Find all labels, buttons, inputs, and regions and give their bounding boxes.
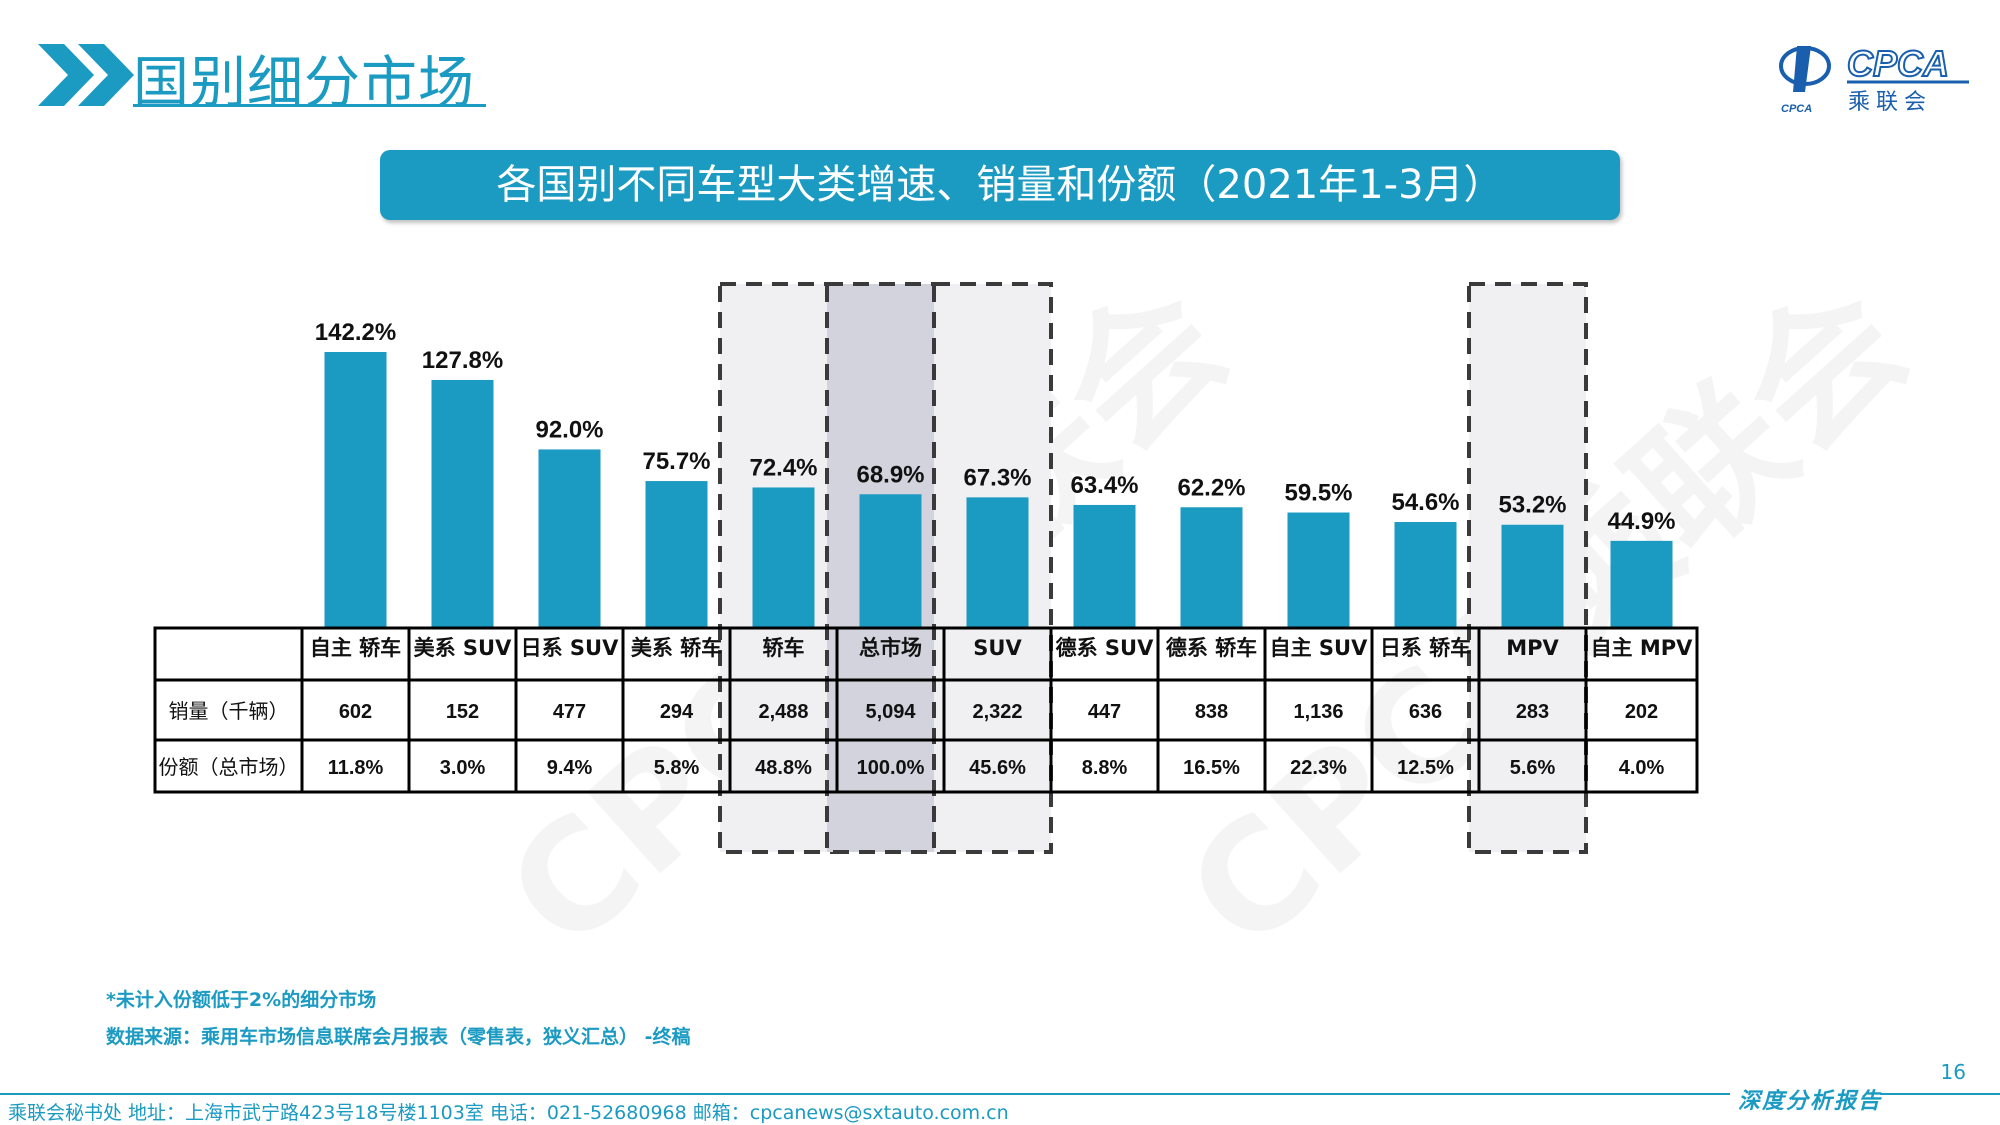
table-cell: 9.4%	[547, 757, 593, 779]
title-underline	[133, 104, 486, 107]
category-label: SUV	[973, 636, 1022, 660]
category-label: 德系 SUV	[1056, 636, 1154, 660]
category-label: 日系 SUV	[521, 636, 619, 660]
bar	[1501, 524, 1564, 628]
category-label: 总市场	[859, 636, 922, 660]
category-label: 美系 轿车	[631, 636, 722, 660]
table-cell: 4.0%	[1619, 757, 1665, 779]
table-cell: 447	[1088, 701, 1121, 723]
table-row-label: 份额（总市场）	[159, 755, 299, 779]
table-cell: 3.0%	[440, 757, 486, 779]
table-cell: 5,094	[865, 701, 916, 723]
cpca-logo: CPCA CPCA	[1779, 42, 1969, 115]
category-label: 美系 SUV	[414, 636, 512, 660]
category-label: 日系 轿车	[1380, 636, 1471, 660]
table-cell: 202	[1625, 701, 1658, 723]
bar-value-label: 53.2%	[1498, 492, 1566, 519]
table-cell: 477	[553, 701, 586, 723]
footer-divider	[0, 1093, 1730, 1095]
bar-value-label: 68.9%	[856, 461, 924, 488]
bar	[1073, 504, 1136, 628]
bar	[1287, 512, 1350, 628]
bar	[538, 449, 601, 628]
bar-value-label: 63.4%	[1070, 472, 1138, 499]
table-cell: 22.3%	[1290, 757, 1347, 779]
category-label: 德系 轿车	[1166, 636, 1257, 660]
data-table	[153, 626, 1699, 794]
bar-value-label: 142.2%	[315, 319, 396, 346]
category-label: 自主 SUV	[1270, 636, 1368, 660]
footer-contact: 乘联会秘书处 地址：上海市武宁路423号18号楼1103室 电话：021-526…	[8, 1102, 1009, 1124]
bar-value-label: 62.2%	[1177, 474, 1245, 501]
page-number: 16	[1940, 1060, 1966, 1084]
footer-report-label: 深度分析报告	[1738, 1088, 1883, 1114]
bar	[645, 481, 708, 628]
table-cell: 2,322	[972, 701, 1022, 723]
footer-divider-right	[1880, 1093, 2000, 1095]
chart-title-banner: 各国别不同车型大类增速、销量和份额（2021年1-3月）	[380, 150, 1620, 220]
footnote-share: *未计入份额低于2%的细分市场	[106, 989, 377, 1011]
logo-small-text: CPCA	[1781, 103, 1812, 115]
bar-value-label: 72.4%	[749, 454, 817, 481]
bar-value-label: 127.8%	[422, 347, 503, 374]
table-cell: 12.5%	[1397, 757, 1454, 779]
category-label: 轿车	[763, 636, 805, 660]
bar-value-label: 92.0%	[535, 416, 603, 443]
table-cell: 1,136	[1293, 701, 1343, 723]
bar-value-label: 44.9%	[1607, 508, 1675, 535]
bar	[1180, 507, 1243, 628]
table-cell: 838	[1195, 701, 1228, 723]
table-cell: 48.8%	[755, 757, 812, 779]
table-cell: 283	[1516, 701, 1549, 723]
table-cell: 8.8%	[1082, 757, 1128, 779]
table-cell: 294	[660, 701, 694, 723]
bar	[431, 379, 494, 628]
table-cell: 45.6%	[969, 757, 1026, 779]
bar	[1610, 540, 1673, 628]
chevron-double-icon	[38, 44, 134, 106]
bar	[859, 494, 922, 628]
table-cell: 2,488	[758, 701, 808, 723]
bar-value-label: 54.6%	[1391, 489, 1459, 516]
footnote-source: 数据来源：乘用车市场信息联席会月报表（零售表，狭义汇总） -终稿	[106, 1026, 691, 1048]
category-label: 自主 MPV	[1591, 636, 1694, 660]
category-label: 自主 轿车	[310, 636, 401, 660]
table-cell: 11.8%	[328, 757, 384, 779]
logo-subtext: 乘联会	[1848, 90, 1933, 115]
table-cell: 5.8%	[654, 757, 700, 779]
table-cell: 602	[339, 701, 372, 723]
table-cell: 636	[1409, 701, 1442, 723]
table-cell: 5.6%	[1510, 757, 1556, 779]
bar-value-label: 67.3%	[963, 464, 1031, 491]
logo-text: CPCA	[1847, 43, 1949, 84]
table-cell: 16.5%	[1183, 757, 1240, 779]
category-label: MPV	[1506, 636, 1559, 660]
bar	[1394, 522, 1457, 628]
bar	[324, 352, 387, 628]
table-row-label: 销量（千辆）	[169, 699, 289, 723]
bar	[752, 487, 815, 628]
table-cell: 152	[446, 701, 479, 723]
bar-value-label: 75.7%	[642, 448, 710, 475]
bar-value-label: 59.5%	[1284, 480, 1352, 507]
table-cell: 100.0%	[857, 757, 925, 779]
bar	[966, 497, 1029, 628]
